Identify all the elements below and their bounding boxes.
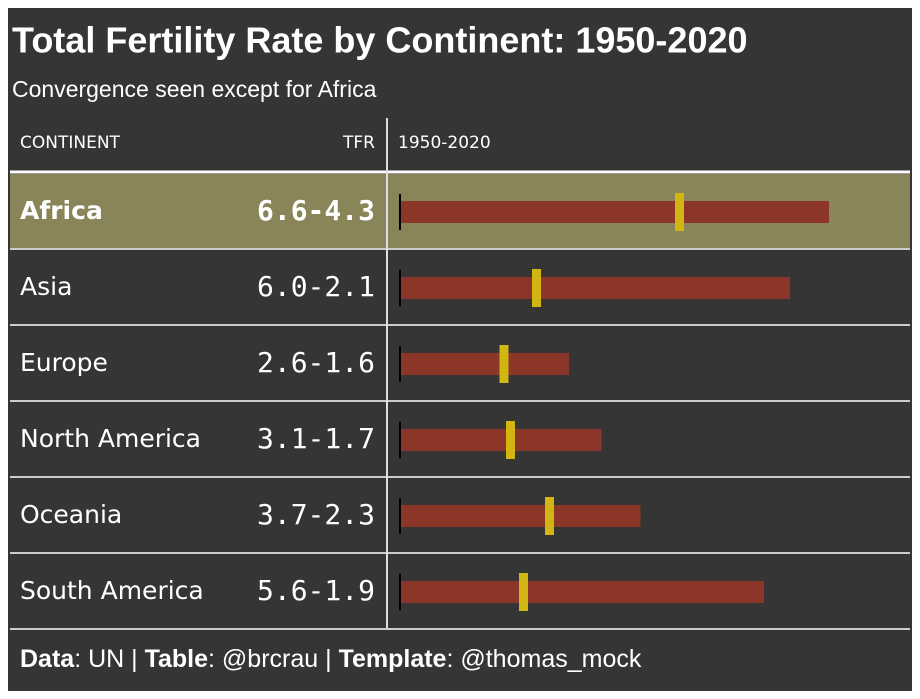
bar	[400, 201, 829, 223]
tfr: 5.6-1.9	[257, 574, 375, 607]
continent: Asia	[20, 272, 72, 301]
bar	[400, 277, 790, 299]
tfr: 3.7-2.3	[257, 498, 375, 531]
tfr: 6.0-2.1	[257, 270, 375, 303]
continent: Africa	[20, 196, 103, 225]
bar	[400, 353, 569, 375]
subtitle: Convergence seen except for Africa	[12, 76, 377, 102]
continent: Europe	[20, 348, 108, 377]
marker	[675, 193, 684, 231]
continent: North America	[20, 424, 201, 453]
bar	[400, 429, 602, 451]
footer-part: Data	[20, 645, 75, 673]
footer-part: : UN |	[74, 645, 144, 673]
continent: South America	[20, 576, 204, 605]
marker	[519, 573, 528, 611]
marker	[532, 269, 541, 307]
panel	[8, 8, 912, 691]
tfr: 6.6-4.3	[257, 194, 375, 227]
column-header: TFR	[342, 133, 375, 153]
footer-part: Template	[339, 645, 447, 673]
marker	[545, 497, 554, 535]
column-header: CONTINENT	[20, 133, 121, 153]
title: Total Fertility Rate by Continent: 1950-…	[12, 20, 748, 61]
footer-part: : @thomas_mock	[446, 645, 641, 673]
bar	[400, 505, 641, 527]
footer-part: Table	[145, 645, 209, 673]
continent: Oceania	[20, 500, 122, 529]
marker	[499, 345, 509, 383]
footer: Data: UN | Table: @brcrau | Template: @t…	[20, 645, 642, 673]
tfr: 3.1-1.7	[257, 422, 375, 455]
column-header: 1950-2020	[398, 133, 491, 153]
marker	[506, 421, 515, 459]
bar	[400, 581, 764, 603]
footer-part: : @brcrau |	[208, 645, 339, 673]
tfr: 2.6-1.6	[257, 346, 375, 379]
